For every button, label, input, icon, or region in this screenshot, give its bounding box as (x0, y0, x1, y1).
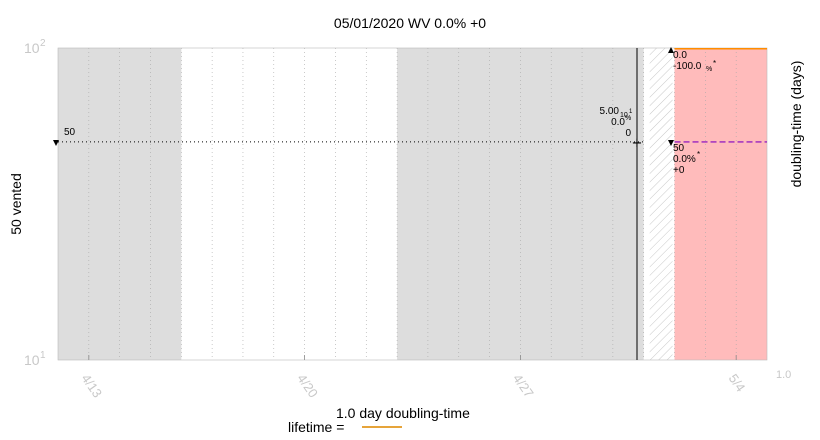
y-tick-label-10-base: 10 (24, 352, 40, 368)
right-mid-delta: +0 (673, 165, 685, 176)
mid-annotation-percent-value: 0.0 (611, 117, 625, 128)
y-tick-label-100-base: 10 (24, 40, 40, 56)
x-tick-label-4-13: 4/13 (78, 371, 105, 400)
right-mid-percent: 0.0% (673, 154, 696, 165)
mid-annotation-percent-sign: % (625, 115, 631, 122)
mid-annotation-exp: 1 (629, 109, 633, 115)
mid-annotation-delta: 0 (625, 128, 631, 139)
x-tick-label-4-27: 4/27 (510, 371, 537, 400)
right-top-percent-sign: % (706, 66, 712, 73)
x-tick-label-5-4: 5/4 (726, 371, 749, 394)
legend-title: 1.0 day doubling-time (336, 405, 470, 421)
vertical-gridlines (88, 48, 737, 360)
right-mid-asterisk: * (697, 150, 700, 159)
y-axis-right-label: doubling-time (days) (788, 61, 804, 188)
right-axis-tick-label: 1.0 (776, 369, 791, 381)
y-tick-label-10-exp: 1 (40, 350, 46, 361)
x-axis-tick-labels: 4/13 4/20 4/27 5/4 (78, 355, 748, 400)
series-lines (58, 48, 767, 143)
right-top-marker-triangle (668, 47, 674, 53)
right-mid-marker-triangle (668, 140, 674, 146)
legend-label: lifetime = (288, 419, 345, 435)
plot-frame (57, 47, 768, 361)
shaded-bands (58, 48, 767, 360)
left-marker-triangle (53, 140, 59, 146)
mid-annotation-base: 10 (620, 112, 628, 119)
left-marker-label: 50 (64, 127, 76, 138)
chart-title: 05/01/2020 WV 0.0% +0 (334, 15, 486, 31)
y-axis-left-label: 50 vented (8, 173, 24, 235)
plus-marker: + (632, 136, 643, 151)
legend-swatch (362, 426, 402, 428)
hatched-band (649, 48, 673, 360)
right-top-asterisk: * (713, 59, 716, 68)
x-tick-label-4-20: 4/20 (294, 371, 321, 400)
right-mid-value: 50 (673, 143, 685, 154)
shaded-band-2 (674, 48, 767, 360)
mid-annotation-value: 5.00 (600, 106, 620, 117)
right-top-change: -100.0 (673, 61, 702, 72)
right-top-value: 0.0 (673, 50, 687, 61)
y-tick-label-100-exp: 2 (40, 38, 46, 49)
